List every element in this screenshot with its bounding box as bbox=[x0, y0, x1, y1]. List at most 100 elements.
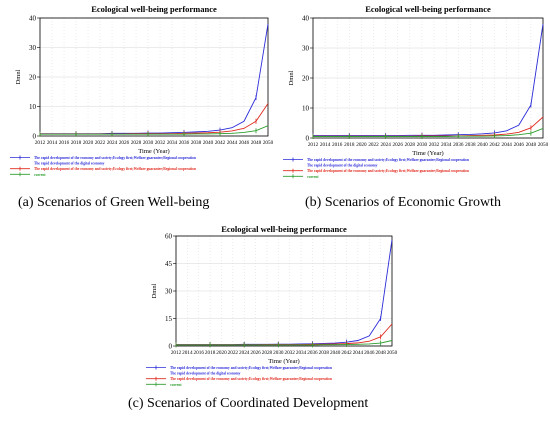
x-tick-label: 2044 bbox=[501, 142, 512, 148]
x-tick-label: 2020 bbox=[216, 350, 227, 356]
chart-b: Ecological well-being performance 0 10 2030… bbox=[283, 4, 549, 179]
x-tick-label: 2046 bbox=[364, 350, 375, 356]
x-tick-label: 2018 bbox=[205, 350, 216, 356]
x-tick-label: 2048 bbox=[251, 140, 262, 146]
caption-a-text: Scenarios of Green Well-being bbox=[33, 195, 210, 210]
x-tick-label: 2028 bbox=[405, 142, 416, 148]
x-tick-label: 2030 bbox=[143, 140, 154, 146]
x-tick-label: 2040 bbox=[477, 142, 488, 148]
legend-label: current bbox=[34, 173, 46, 177]
caption-c-label: (c) bbox=[128, 396, 144, 411]
x-tick-label: 2016 bbox=[332, 142, 343, 148]
chart-c: Ecological well-being performance 0 15 30 45… bbox=[146, 224, 398, 387]
x-tick-label: 2024 bbox=[107, 140, 118, 146]
x-tick-label: 2026 bbox=[119, 140, 130, 146]
x-tick-label: 2038 bbox=[191, 140, 202, 146]
x-tick-label: 2032 bbox=[284, 350, 295, 356]
caption-b-label: (b) bbox=[305, 195, 322, 210]
x-tick-label: 2024 bbox=[380, 142, 391, 148]
x-tick-label: 2034 bbox=[296, 350, 307, 356]
x-tick-label: 2016 bbox=[59, 140, 70, 146]
x-tick-label: 2044 bbox=[227, 140, 238, 146]
chart-title: Ecological well-being performance bbox=[365, 4, 491, 14]
x-axis-label: Time (Year) bbox=[412, 150, 443, 157]
x-tick-label: 2014 bbox=[182, 350, 193, 356]
x-tick-label: 2050 bbox=[538, 142, 549, 148]
x-tick-label: 2018 bbox=[71, 140, 82, 146]
x-tick-label: 2036 bbox=[179, 140, 190, 146]
legend-label: The rapid development of the economy and… bbox=[34, 156, 196, 160]
series-line-3 bbox=[40, 125, 269, 135]
y-axis-label: Dmnl bbox=[15, 69, 22, 84]
x-tick-label: 2022 bbox=[95, 140, 106, 146]
chart-panel-a: Ecological well-being performance 0 10 20 30… bbox=[4, 2, 274, 187]
x-tick-label: 2040 bbox=[203, 140, 214, 146]
y-tick-label: 15 bbox=[165, 315, 173, 323]
x-tick-label: 2022 bbox=[368, 142, 379, 148]
x-tick-label: 2028 bbox=[262, 350, 273, 356]
series-line-3 bbox=[176, 340, 393, 346]
x-tick-label: 2040 bbox=[330, 350, 341, 356]
y-tick-label: 40 bbox=[302, 15, 310, 23]
y-tick-label: 45 bbox=[165, 260, 173, 268]
legend-label: The rapid development of the economy and… bbox=[170, 377, 332, 381]
x-tick-label: 2042 bbox=[489, 142, 500, 148]
x-tick-label: 2030 bbox=[417, 142, 428, 148]
x-tick-label: 2042 bbox=[215, 140, 226, 146]
series-line-0 bbox=[176, 239, 393, 345]
x-tick-label: 2044 bbox=[353, 350, 364, 356]
chart-title: Ecological well-being performance bbox=[91, 4, 217, 14]
y-tick-label: 0 bbox=[306, 135, 310, 143]
x-tick-label: 2016 bbox=[194, 350, 205, 356]
x-tick-label: 2014 bbox=[320, 142, 331, 148]
x-tick-label: 2038 bbox=[319, 350, 330, 356]
y-tick-label: 10 bbox=[29, 103, 37, 111]
caption-c: (c) Scenarios of Coordinated Development bbox=[128, 396, 368, 412]
x-tick-label: 2026 bbox=[250, 350, 261, 356]
x-tick-label: 2036 bbox=[453, 142, 464, 148]
chart-panel-c: Ecological well-being performance 0 15 30 45… bbox=[146, 222, 400, 392]
y-tick-label: 0 bbox=[33, 133, 37, 141]
caption-b: (b) Scenarios of Economic Growth bbox=[305, 195, 501, 211]
y-tick-label: 20 bbox=[29, 74, 37, 82]
caption-a-label: (a) bbox=[18, 195, 34, 210]
legend-label: The rapid development of the digital eco… bbox=[307, 164, 378, 168]
x-tick-label: 2042 bbox=[341, 350, 352, 356]
x-tick-label: 2038 bbox=[465, 142, 476, 148]
x-tick-label: 2036 bbox=[307, 350, 318, 356]
legend-label: current bbox=[307, 175, 319, 179]
legend-label: The rapid development of the economy and… bbox=[307, 169, 469, 173]
y-axis-label: Dmnl bbox=[288, 70, 295, 85]
caption-b-text: Scenarios of Economic Growth bbox=[321, 195, 501, 210]
caption-a: (a) Scenarios of Green Well-being bbox=[18, 195, 209, 211]
y-tick-label: 20 bbox=[302, 75, 310, 83]
x-tick-label: 2034 bbox=[441, 142, 452, 148]
y-tick-label: 60 bbox=[165, 233, 173, 241]
x-axis-label: Time (Year) bbox=[268, 358, 299, 365]
x-tick-label: 2012 bbox=[171, 350, 182, 356]
x-tick-label: 2018 bbox=[344, 142, 355, 148]
x-tick-label: 2046 bbox=[239, 140, 250, 146]
x-tick-label: 2032 bbox=[155, 140, 166, 146]
x-tick-label: 2022 bbox=[228, 350, 239, 356]
y-axis-label: Dmnl bbox=[151, 283, 158, 298]
legend-label: The rapid development of the economy and… bbox=[170, 366, 332, 370]
x-tick-label: 2048 bbox=[526, 142, 537, 148]
series-line-3 bbox=[313, 127, 544, 137]
x-tick-label: 2034 bbox=[167, 140, 178, 146]
series-line-0 bbox=[40, 23, 269, 135]
y-tick-label: 40 bbox=[29, 15, 37, 23]
x-tick-label: 2020 bbox=[356, 142, 367, 148]
series-line-2 bbox=[40, 103, 269, 135]
x-tick-label: 2030 bbox=[273, 350, 284, 356]
caption-c-text: Scenarios of Coordinated Development bbox=[143, 396, 369, 411]
series-line-2 bbox=[313, 116, 544, 137]
x-axis-label: Time (Year) bbox=[138, 148, 169, 155]
chart-a: Ecological well-being performance 0 10 2030… bbox=[10, 4, 274, 177]
x-tick-label: 2024 bbox=[239, 350, 250, 356]
series-line-2 bbox=[176, 323, 393, 346]
y-tick-label: 10 bbox=[302, 105, 310, 113]
x-tick-label: 2012 bbox=[308, 142, 319, 148]
x-tick-label: 2020 bbox=[83, 140, 94, 146]
chart-title: Ecological well-being performance bbox=[221, 224, 347, 234]
